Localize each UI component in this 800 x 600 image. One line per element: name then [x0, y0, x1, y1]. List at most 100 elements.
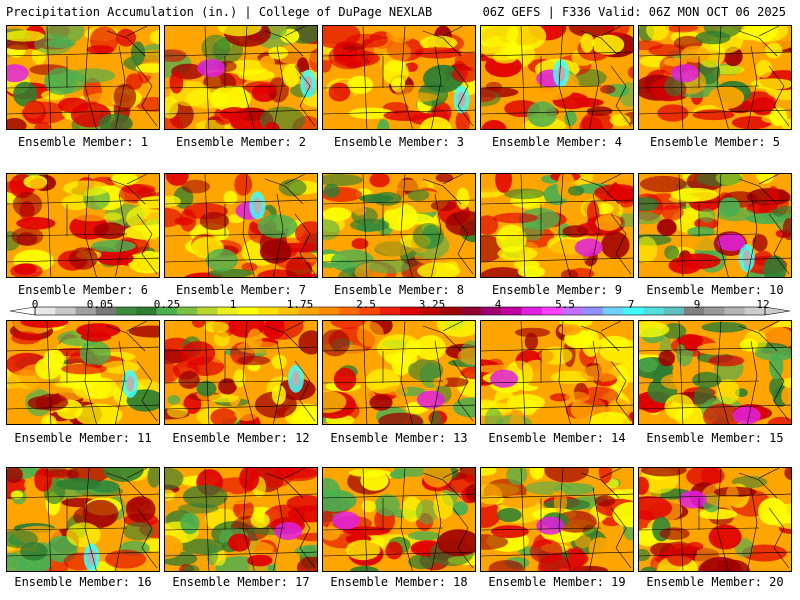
precip-map: [639, 26, 791, 129]
colorbar-bin: [460, 307, 482, 315]
precip-map: [165, 26, 317, 129]
colorbar-bin: [400, 307, 421, 315]
precip-map: [323, 26, 475, 129]
colorbar-bin: [278, 307, 300, 315]
colorbar-bin: [116, 307, 137, 315]
map-panel-member-10: [638, 173, 792, 278]
precip-map: [639, 468, 791, 571]
map-panel-member-7: [164, 173, 318, 278]
colorbar-bin: [744, 307, 766, 315]
map-panel-member-19: [480, 467, 634, 572]
colorbar-bin: [379, 307, 401, 315]
member-label-16: Ensemble Member: 16: [14, 575, 152, 589]
colorbar-tick-5.5: 5.5: [555, 298, 575, 311]
map-panel-member-11: [6, 320, 160, 425]
colorbar-tick-4: 4: [494, 298, 502, 311]
colorbar-tick-1.75: 1.75: [286, 298, 314, 311]
colorbar-bin: [95, 307, 117, 315]
colorbar-bin: [683, 307, 705, 315]
precip-map: [165, 321, 317, 424]
precip-map: [639, 174, 791, 277]
map-panel-member-3: [322, 25, 476, 130]
colorbar-bin: [237, 307, 259, 315]
map-panel-member-18: [322, 467, 476, 572]
member-label-5: Ensemble Member: 5: [649, 135, 781, 149]
colorbar-tick-9: 9: [693, 298, 701, 311]
map-panel-member-4: [480, 25, 634, 130]
colorbar-tick-7: 7: [627, 298, 635, 311]
colorbar-bin: [623, 307, 644, 315]
map-panel-member-6: [6, 173, 160, 278]
colorbar-bin: [582, 307, 604, 315]
colorbar-bin: [501, 307, 523, 315]
precip-map: [7, 26, 159, 129]
colorbar-bin: [663, 307, 685, 315]
map-panel-member-14: [480, 320, 634, 425]
colorbar-bin: [298, 307, 320, 315]
colorbar-bin: [481, 307, 502, 315]
member-label-6: Ensemble Member: 6: [17, 283, 149, 297]
colorbar-bin: [136, 307, 158, 315]
colorbar-bin: [35, 307, 56, 315]
precip-map: [323, 174, 475, 277]
colorbar-bin: [440, 307, 462, 315]
map-panel-member-1: [6, 25, 160, 130]
precip-map: [481, 26, 633, 129]
member-label-11: Ensemble Member: 11: [14, 431, 152, 445]
model-run-info: 06Z GEFS | F336 Valid: 06Z MON OCT 06 20…: [482, 5, 786, 19]
member-label-2: Ensemble Member: 2: [175, 135, 307, 149]
colorbar-bin: [156, 307, 178, 315]
chart-title: Precipitation Accumulation (in.) | Colle…: [6, 5, 433, 19]
map-panel-member-12: [164, 320, 318, 425]
map-panel-member-15: [638, 320, 792, 425]
colorbar-tick-0.05: 0.05: [86, 298, 114, 311]
member-label-1: Ensemble Member: 1: [17, 135, 149, 149]
precip-map: [481, 174, 633, 277]
colorbar-bin: [75, 307, 97, 315]
colorbar-bin: [521, 307, 543, 315]
map-panel-member-9: [480, 173, 634, 278]
member-label-8: Ensemble Member: 8: [333, 283, 465, 297]
colorbar-bin: [258, 307, 279, 315]
colorbar-tick-1: 1: [229, 298, 237, 311]
precip-map: [481, 468, 633, 571]
member-label-13: Ensemble Member: 13: [330, 431, 468, 445]
map-panel-member-17: [164, 467, 318, 572]
precip-map: [165, 468, 317, 571]
member-label-15: Ensemble Member: 15: [646, 431, 784, 445]
colorbar-tick-0.25: 0.25: [153, 298, 181, 311]
member-label-9: Ensemble Member: 9: [491, 283, 623, 297]
map-panel-member-13: [322, 320, 476, 425]
colorbar-bin: [197, 307, 218, 315]
colorbar-tick-0: 0: [31, 298, 39, 311]
map-panel-member-8: [322, 173, 476, 278]
colorbar-bin: [724, 307, 746, 315]
colorbar-bin: [562, 307, 583, 315]
colorbar-tick-12: 12: [756, 298, 770, 311]
colorbar-tick-3.25: 3.25: [418, 298, 446, 311]
colorbar-bin: [176, 307, 198, 315]
member-label-7: Ensemble Member: 7: [175, 283, 307, 297]
colorbar-bin: [339, 307, 360, 315]
map-panel-member-20: [638, 467, 792, 572]
member-label-10: Ensemble Member: 10: [646, 283, 784, 297]
member-label-17: Ensemble Member: 17: [172, 575, 310, 589]
colorbar-bin: [359, 307, 381, 315]
member-label-19: Ensemble Member: 19: [488, 575, 626, 589]
member-label-14: Ensemble Member: 14: [488, 431, 626, 445]
precip-map: [481, 321, 633, 424]
member-label-4: Ensemble Member: 4: [491, 135, 623, 149]
colorbar-bin: [420, 307, 442, 315]
colorbar-bin: [55, 307, 77, 315]
map-panel-member-16: [6, 467, 160, 572]
colorbar-bin: [704, 307, 725, 315]
member-label-20: Ensemble Member: 20: [646, 575, 784, 589]
precip-map: [639, 321, 791, 424]
precip-map: [165, 174, 317, 277]
member-label-3: Ensemble Member: 3: [333, 135, 465, 149]
precip-map: [7, 468, 159, 571]
colorbar-bin: [217, 307, 239, 315]
precip-map: [7, 174, 159, 277]
map-panel-member-2: [164, 25, 318, 130]
colorbar-bin: [643, 307, 665, 315]
